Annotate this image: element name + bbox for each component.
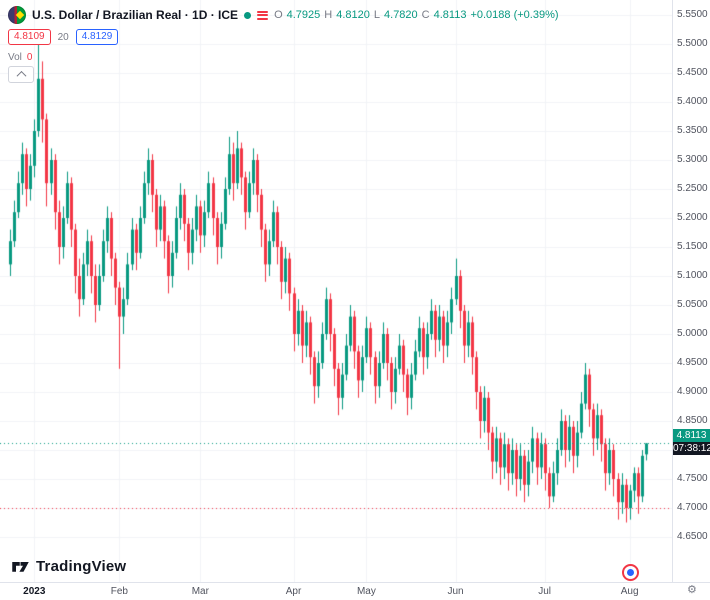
indicator-legend: 4.8109 20 4.8129 — [8, 29, 119, 45]
close-value: 4.8113 — [433, 9, 467, 21]
tradingview-brand[interactable]: TradingView — [10, 556, 126, 577]
tradingview-logo-icon — [12, 562, 29, 572]
price-tick-label: 4.9500 — [677, 357, 708, 368]
price-tick-label: 4.6500 — [677, 531, 708, 542]
market-status-icon — [244, 11, 252, 19]
price-tick-label: 5.1500 — [677, 241, 708, 252]
last-price-badge: 4.8113 07:38:12 — [673, 429, 710, 456]
price-tick-label: 5.0500 — [677, 299, 708, 310]
high-value: 4.8120 — [336, 9, 370, 21]
axis-settings-gear-icon[interactable]: ⚙ — [687, 584, 697, 596]
price-tick-label: 5.0000 — [677, 328, 708, 339]
last-price-value: 4.8113 — [673, 429, 710, 443]
time-tick-month: Apr — [285, 586, 302, 597]
price-tick-label: 5.5000 — [677, 38, 708, 49]
volume-value: 0 — [26, 52, 33, 63]
low-label: L — [373, 9, 381, 21]
price-tick-label: 5.2500 — [677, 183, 708, 194]
time-tick-month: Aug — [620, 586, 639, 597]
time-tick-month: Jul — [538, 586, 551, 597]
symbol-title[interactable]: U.S. Dollar / Brazilian Real · 1D · ICE — [32, 8, 239, 22]
volume-label: Vol — [8, 52, 22, 63]
price-tick-label: 5.2000 — [677, 212, 708, 223]
price-tick-label: 4.7000 — [677, 502, 708, 513]
price-tick-label: 5.3500 — [677, 125, 708, 136]
ohlc-list-icon[interactable] — [257, 10, 269, 21]
ma-value-badge[interactable]: 4.8129 — [75, 29, 119, 45]
price-tick-label: 4.7500 — [677, 473, 708, 484]
low-value: 4.7820 — [384, 9, 418, 21]
close-label: C — [421, 9, 430, 21]
price-tick-label: 5.3000 — [677, 154, 708, 165]
price-tick-label: 4.8500 — [677, 415, 708, 426]
time-tick-month: Feb — [110, 586, 128, 597]
chevron-up-icon — [16, 70, 26, 81]
bar-countdown: 07:38:12 — [673, 442, 710, 456]
price-axis[interactable]: 5.5500 5.5000 5.4500 5.4000 5.3500 5.3000 5.25… — [672, 0, 710, 582]
time-tick-month: Mar — [191, 586, 209, 597]
price-tick-label: 5.5500 — [677, 9, 708, 20]
tradingview-brand-text: TradingView — [36, 558, 127, 575]
price-tick-label: 4.9000 — [677, 386, 708, 397]
open-label: O — [274, 9, 283, 21]
time-tick-month: Jun — [447, 586, 464, 597]
symbol-flag-icon — [8, 6, 26, 24]
price-line-badge[interactable]: 4.8109 — [8, 29, 51, 45]
collapse-indicators-button[interactable] — [8, 66, 34, 83]
price-tick-label: 5.4500 — [677, 67, 708, 78]
high-label: H — [324, 9, 333, 21]
privacy-badge-icon[interactable] — [622, 564, 639, 581]
time-axis[interactable]: 2023 Feb Mar Apr May Jun Jul Aug — [0, 582, 710, 600]
open-value: 4.7925 — [286, 9, 321, 21]
ma-length-label: 20 — [57, 31, 69, 43]
symbol-legend: U.S. Dollar / Brazilian Real · 1D · ICE … — [8, 6, 559, 24]
time-tick-year: 2023 — [23, 586, 46, 597]
ohlc-readout: O 4.7925 H 4.8120 L 4.7820 C 4.8113 +0.0188 … — [274, 9, 558, 21]
change-value: +0.0188 (+0.39%) — [470, 9, 559, 21]
time-tick-month: May — [356, 586, 376, 597]
volume-legend: Vol 0 — [8, 52, 32, 63]
price-tick-label: 5.4000 — [677, 96, 708, 107]
price-tick-label: 5.1000 — [677, 270, 708, 281]
